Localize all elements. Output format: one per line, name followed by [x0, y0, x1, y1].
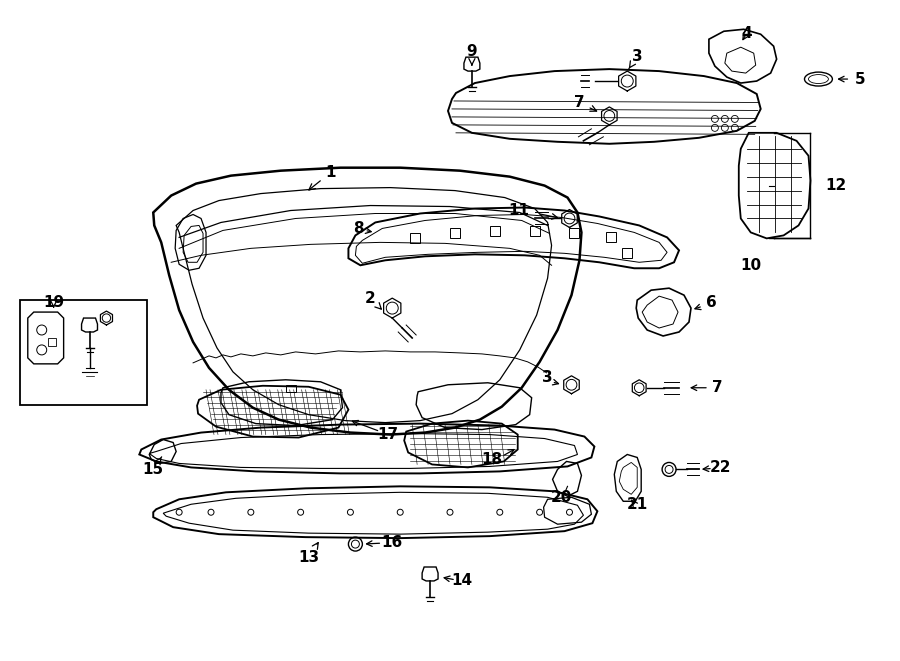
Text: 16: 16: [382, 535, 403, 549]
Text: 8: 8: [353, 221, 364, 236]
Bar: [20, 300, 148, 405]
Polygon shape: [410, 233, 420, 243]
Text: 7: 7: [574, 95, 597, 111]
Polygon shape: [570, 229, 580, 239]
Polygon shape: [607, 233, 616, 243]
Text: 15: 15: [143, 457, 164, 477]
Text: 2: 2: [365, 291, 382, 309]
Text: 20: 20: [551, 490, 572, 505]
Polygon shape: [464, 57, 480, 71]
Polygon shape: [530, 227, 540, 237]
Text: 5: 5: [855, 71, 866, 87]
Text: 17: 17: [378, 427, 399, 442]
Text: 3: 3: [543, 370, 553, 385]
Text: 22: 22: [710, 460, 732, 475]
Text: 18: 18: [482, 452, 502, 467]
Text: 4: 4: [742, 26, 752, 41]
Text: 19: 19: [43, 295, 64, 309]
Polygon shape: [422, 567, 438, 581]
Text: 12: 12: [825, 178, 847, 193]
Polygon shape: [450, 229, 460, 239]
Text: 11: 11: [508, 203, 530, 218]
Text: 10: 10: [740, 258, 761, 273]
Text: 3: 3: [629, 49, 643, 69]
Text: 14: 14: [452, 574, 472, 588]
Text: 13: 13: [298, 543, 320, 564]
Polygon shape: [490, 227, 500, 237]
Text: 1: 1: [309, 165, 336, 190]
Text: 6: 6: [706, 295, 716, 309]
Polygon shape: [82, 318, 97, 332]
Text: 7: 7: [712, 380, 722, 395]
Text: 9: 9: [466, 44, 477, 65]
Text: 21: 21: [626, 497, 648, 512]
